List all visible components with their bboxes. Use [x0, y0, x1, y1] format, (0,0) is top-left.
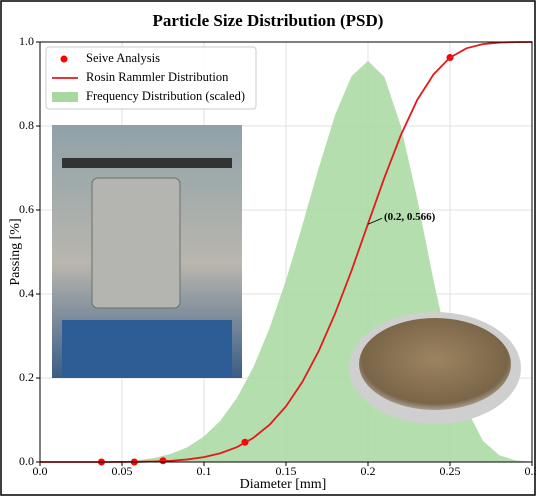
photos: [52, 125, 521, 424]
legend-marker: [60, 55, 68, 63]
x-tick-label: 0.2: [361, 464, 376, 478]
legend-label: Rosin Rammler Distribution: [86, 70, 229, 84]
y-tick-label: 0.2: [19, 370, 34, 384]
overlay: 0.0 0.05 0.1 0.15 0.2 0.25 0.3 0.0 0.2 0.4 0.6 0.8 1…: [19, 34, 536, 478]
shaker-bar: [62, 158, 232, 168]
y-tick-label: 1.0: [19, 34, 34, 48]
legend-box: [45, 46, 257, 110]
x-tick-label: 0.15: [276, 464, 297, 478]
legend-label: Seive Analysis: [86, 51, 160, 65]
x-axis-label: Diameter [mm]: [240, 477, 327, 492]
x-tick-label: 0.25: [440, 464, 461, 478]
y-tick-label: 0.4: [19, 286, 34, 300]
annotation: (0.2, 0.566): [384, 211, 436, 223]
legend-marker: [52, 92, 78, 102]
bowl-photo: [359, 318, 511, 410]
sieve-stack: [91, 177, 181, 309]
shaker-base: [62, 320, 232, 378]
legend-label: Frequency Distribution (scaled): [86, 89, 245, 103]
annotation-leader: [367, 217, 383, 225]
chart-title: Particle Size Distribution (PSD): [153, 11, 384, 30]
y-tick-label: 0.6: [19, 202, 34, 216]
plot-frame: [39, 41, 533, 463]
x-tick-label: 0.05: [112, 464, 133, 478]
x-tick-label: 0.0: [33, 464, 48, 478]
y-tick-label: 0.0: [19, 454, 34, 468]
x-tick-label: 0.3: [525, 464, 536, 478]
x-tick-label: 0.1: [197, 464, 212, 478]
y-axis-label: Passing [%]: [8, 218, 23, 285]
y-tick-label: 0.8: [19, 118, 34, 132]
